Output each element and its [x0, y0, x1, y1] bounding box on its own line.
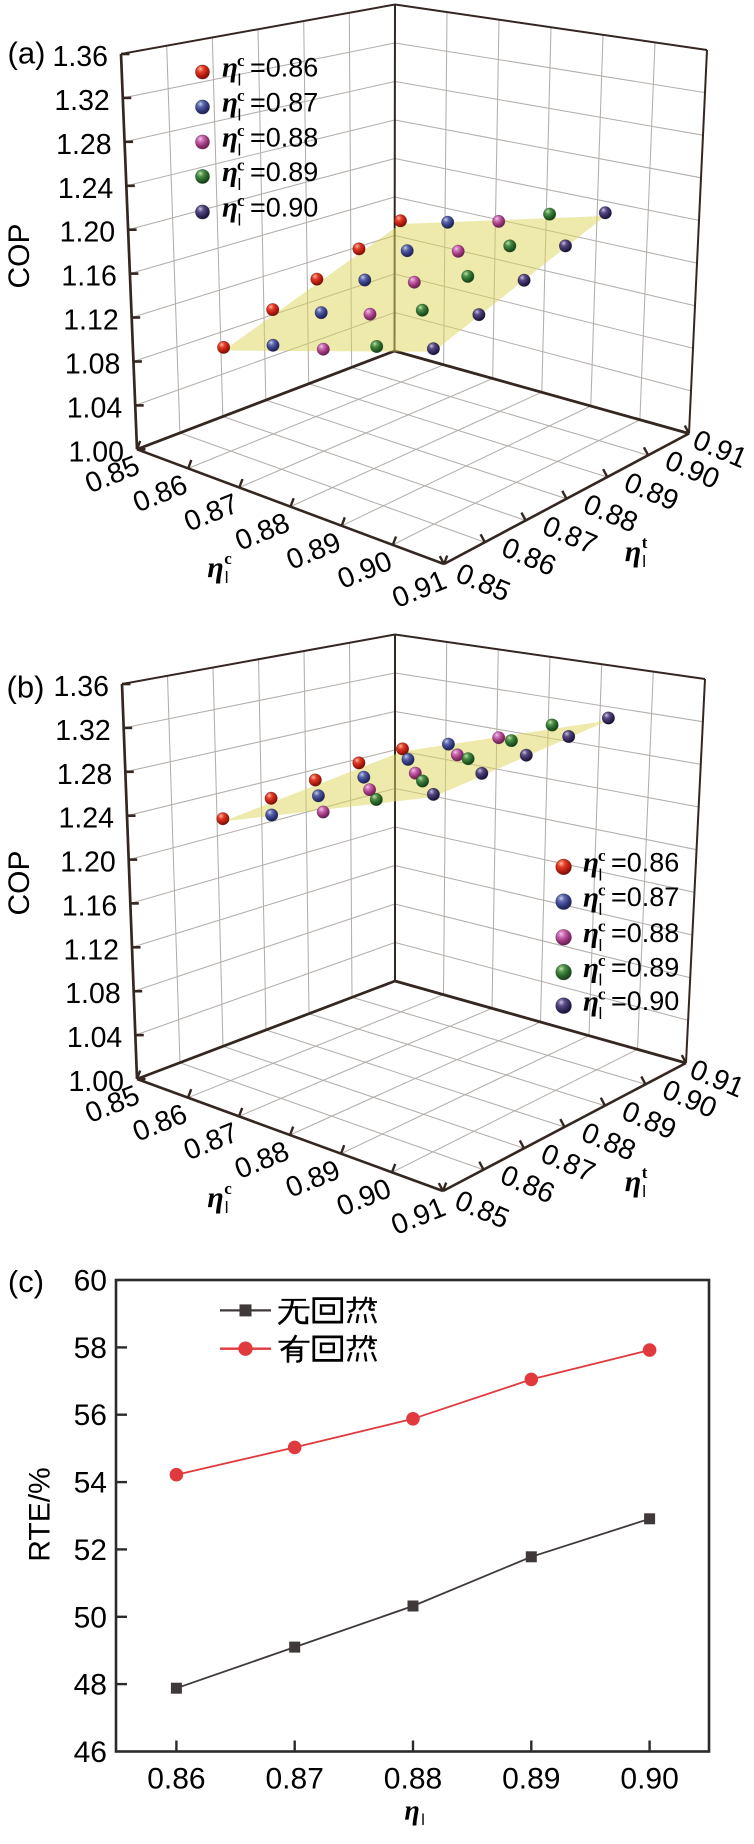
- svg-text:c: c: [237, 156, 245, 175]
- svg-text:(a): (a): [8, 36, 46, 71]
- svg-text:c: c: [237, 191, 245, 210]
- svg-text:c: c: [598, 951, 606, 970]
- svg-text:c: c: [224, 1179, 232, 1198]
- svg-text:l: l: [599, 900, 603, 919]
- svg-text:c: c: [598, 881, 606, 900]
- svg-text:c: c: [237, 121, 245, 140]
- svg-text:1.36: 1.36: [53, 41, 108, 73]
- svg-text:η: η: [583, 917, 599, 949]
- svg-text:1.08: 1.08: [65, 978, 120, 1010]
- svg-text:l: l: [238, 175, 242, 194]
- svg-text:56: 56: [74, 1399, 107, 1432]
- svg-text:1.00: 1.00: [69, 436, 124, 468]
- svg-text:l: l: [225, 1198, 229, 1217]
- svg-text:l: l: [599, 971, 603, 990]
- svg-text:η: η: [222, 52, 238, 84]
- svg-text:t: t: [642, 533, 648, 552]
- svg-text:l: l: [238, 71, 242, 90]
- svg-text:=0.88: =0.88: [611, 918, 679, 948]
- svg-text:η: η: [625, 535, 641, 568]
- svg-text:l: l: [642, 552, 646, 571]
- svg-text:c: c: [598, 985, 606, 1004]
- svg-text:η: η: [583, 985, 599, 1017]
- svg-text:1.24: 1.24: [59, 803, 115, 835]
- svg-text:l: l: [599, 865, 603, 884]
- svg-text:1.24: 1.24: [58, 173, 114, 205]
- svg-text:=0.87: =0.87: [611, 882, 679, 912]
- svg-text:η: η: [222, 87, 238, 119]
- svg-text:1.28: 1.28: [56, 129, 111, 161]
- svg-text:η: η: [222, 122, 238, 154]
- svg-text:1.04: 1.04: [67, 392, 123, 424]
- svg-text:l: l: [225, 568, 229, 587]
- svg-text:1.08: 1.08: [65, 349, 120, 381]
- svg-text:COP: COP: [3, 850, 36, 915]
- svg-text:t: t: [642, 1163, 648, 1182]
- svg-text:c: c: [224, 549, 232, 568]
- svg-text:=0.88: =0.88: [250, 123, 318, 153]
- svg-text:60: 60: [74, 1265, 107, 1298]
- svg-text:η: η: [207, 1181, 223, 1214]
- svg-text:=0.89: =0.89: [611, 953, 679, 983]
- svg-text:η: η: [404, 1795, 419, 1826]
- svg-text:c: c: [598, 846, 606, 865]
- svg-text:1.28: 1.28: [57, 759, 112, 791]
- svg-text:η: η: [222, 156, 238, 188]
- svg-text:1.20: 1.20: [60, 217, 115, 249]
- svg-text:1.16: 1.16: [61, 261, 116, 293]
- svg-text:(b): (b): [7, 670, 45, 705]
- svg-text:l: l: [599, 1004, 603, 1023]
- svg-text:0.87: 0.87: [266, 1763, 324, 1796]
- svg-text:0.88: 0.88: [384, 1763, 442, 1796]
- svg-text:=0.86: =0.86: [611, 847, 679, 877]
- svg-text:1.04: 1.04: [67, 1022, 123, 1054]
- svg-text:1.12: 1.12: [64, 934, 119, 966]
- svg-text:COP: COP: [3, 223, 36, 288]
- svg-text:1.12: 1.12: [63, 305, 118, 337]
- svg-text:l: l: [599, 936, 603, 955]
- svg-text:0.90: 0.90: [620, 1763, 678, 1796]
- svg-text:=0.89: =0.89: [250, 157, 318, 187]
- svg-text:1.00: 1.00: [69, 1066, 124, 1098]
- svg-text:η: η: [583, 881, 599, 913]
- svg-text:c: c: [237, 86, 245, 105]
- svg-text:46: 46: [74, 1736, 107, 1769]
- svg-text:54: 54: [74, 1467, 107, 1500]
- svg-text:l: l: [238, 106, 242, 125]
- svg-text:1.32: 1.32: [54, 85, 109, 117]
- svg-text:0.86: 0.86: [147, 1763, 205, 1796]
- svg-text:l: l: [238, 211, 242, 230]
- svg-text:η: η: [583, 952, 599, 984]
- svg-text:1.16: 1.16: [62, 890, 117, 922]
- svg-text:48: 48: [74, 1669, 107, 1702]
- svg-text:=0.87: =0.87: [250, 88, 318, 118]
- svg-text:52: 52: [74, 1534, 107, 1567]
- svg-text:1.36: 1.36: [54, 671, 109, 703]
- svg-text:58: 58: [74, 1332, 107, 1365]
- svg-text:1.20: 1.20: [60, 847, 115, 879]
- svg-text:c: c: [598, 916, 606, 935]
- svg-text:=0.90: =0.90: [611, 986, 679, 1016]
- svg-text:η: η: [222, 192, 238, 224]
- svg-text:η: η: [583, 847, 599, 879]
- svg-text:η: η: [207, 551, 223, 584]
- svg-text:0.89: 0.89: [502, 1763, 560, 1796]
- svg-text:η: η: [625, 1165, 641, 1198]
- svg-text:(c): (c): [8, 1264, 44, 1299]
- svg-text:c: c: [237, 51, 245, 70]
- svg-text:1.32: 1.32: [55, 715, 110, 747]
- svg-text:=0.90: =0.90: [250, 193, 318, 223]
- svg-text:RTE/%: RTE/%: [24, 1467, 57, 1561]
- svg-text:l: l: [642, 1182, 646, 1201]
- svg-text:l: l: [238, 141, 242, 160]
- svg-text:l: l: [421, 1812, 425, 1829]
- svg-text:=0.86: =0.86: [250, 53, 318, 83]
- svg-text:50: 50: [74, 1601, 107, 1634]
